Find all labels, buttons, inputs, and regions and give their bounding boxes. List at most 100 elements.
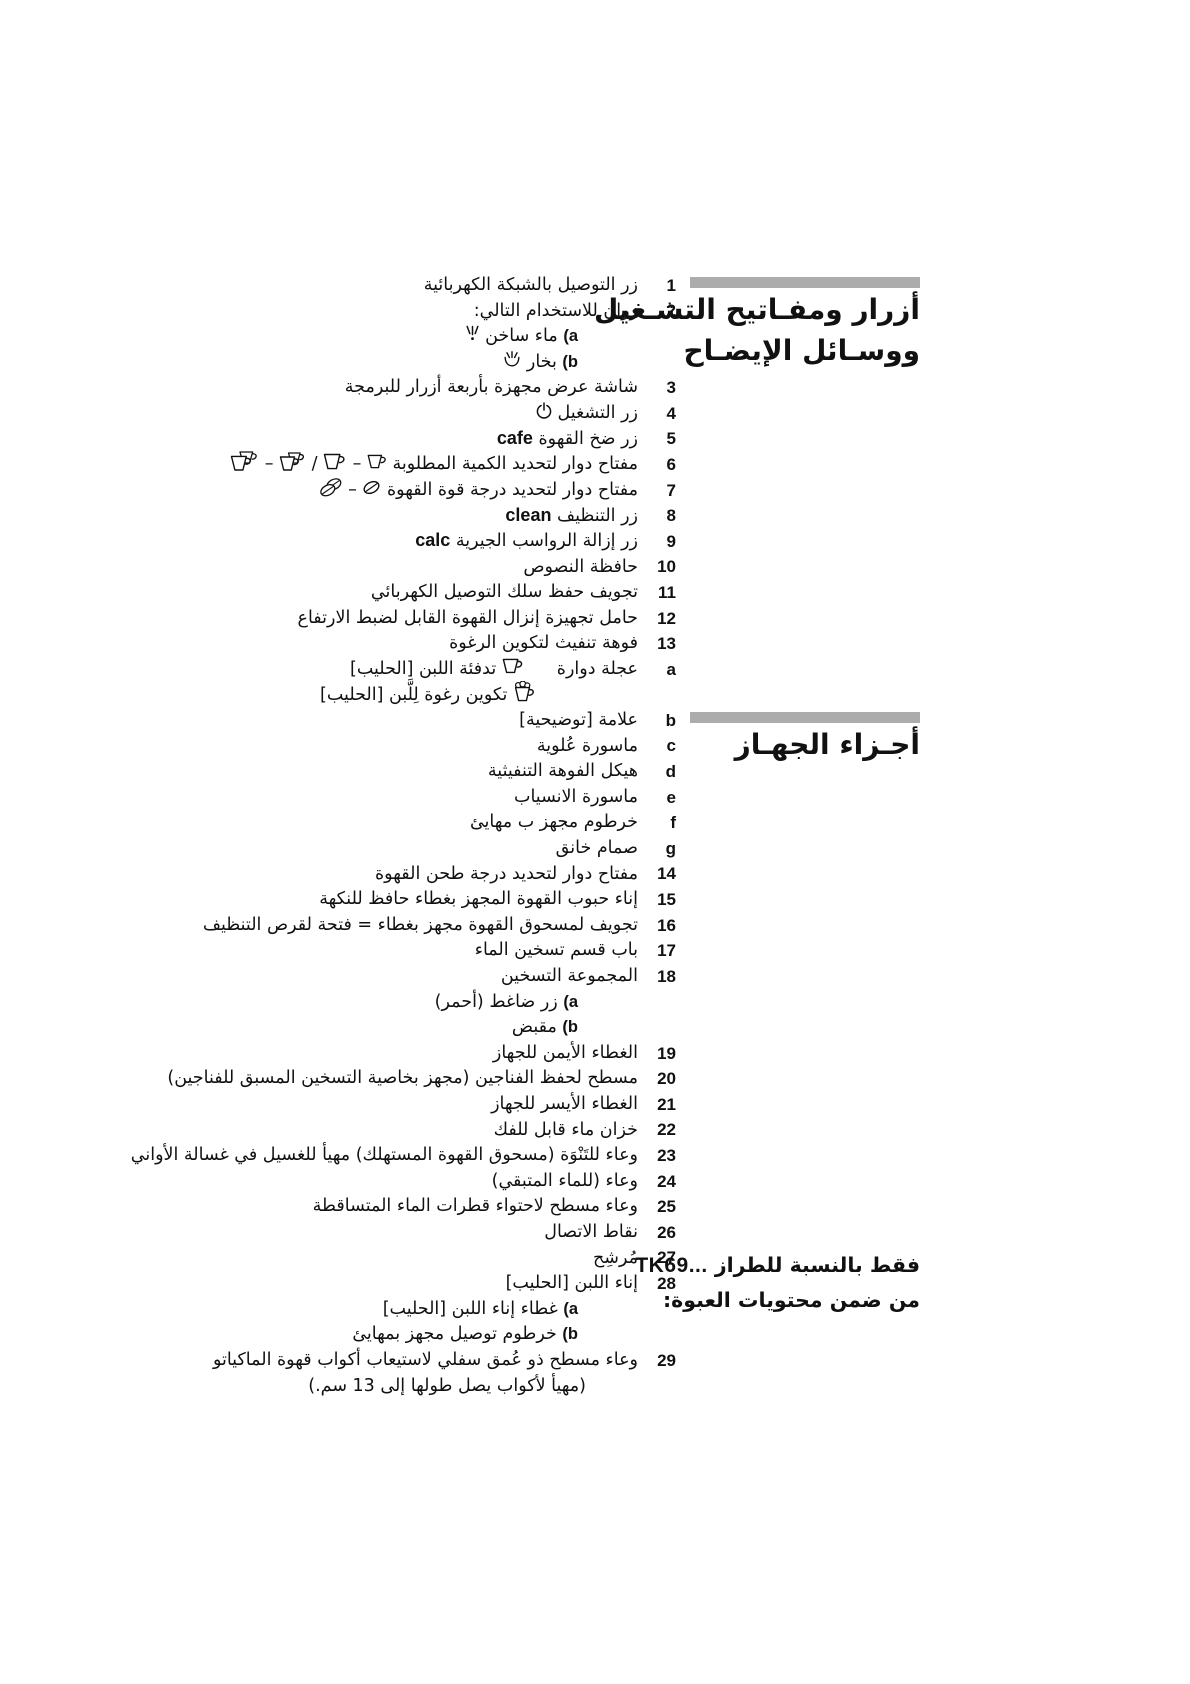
item-label: f — [670, 813, 676, 833]
item-label: 2 — [666, 301, 676, 321]
item-text: مُرشِح — [593, 1247, 638, 1268]
item-text: فوهة تنفيث لتكوين الرغوة — [449, 633, 638, 654]
list-item: c ماسورة عُلوية — [55, 734, 676, 760]
section-divider-bar — [690, 277, 920, 288]
bean-single-icon — [362, 475, 381, 501]
list-item: 8 زر التنظيف clean — [55, 503, 676, 529]
power-icon — [536, 399, 552, 425]
item-text: الغطاء الأيسر للجهاز — [491, 1094, 638, 1114]
sub-item-letter: a) — [563, 992, 578, 1011]
item-text: زر التشغيل — [55, 401, 638, 427]
item-label: 3 — [666, 378, 676, 398]
list-item: 14 مفتاح دوار لتحديد درجة طحن القهوة — [55, 862, 676, 888]
latin-word: calc — [415, 530, 451, 551]
item-text: خرطوم مجهز ب مهايئ — [469, 812, 638, 833]
item-label: 26 — [657, 1222, 676, 1242]
item-text: زر التوصيل بالشبكة الكهربائية — [423, 275, 638, 295]
list-item: 2 زران للاستخدام التالي: — [55, 299, 676, 325]
list-item: 26 نقاط الاتصال — [55, 1220, 676, 1246]
item-text: نقاط الاتصال — [544, 1221, 638, 1242]
list-item: 4 زر التشغيل — [55, 401, 676, 427]
item-text: تكوين رغوة لِلَّبن [الحليب] — [55, 680, 638, 709]
item-label: a — [666, 659, 676, 679]
item-label: 29 — [657, 1350, 676, 1370]
item-label: 21 — [657, 1094, 676, 1114]
item-text: زر ضخ القهوة cafe — [496, 428, 638, 450]
list-item: f خرطوم مجهز ب مهايئ — [55, 810, 676, 836]
list-item: (مهيأ لأكواب يصل طولها إلى 13 سم.) — [55, 1374, 676, 1400]
list-item: 10 حافظة النصوص — [55, 555, 676, 581]
item-text: مفتاح دوار لتحديد درجة قوة القهوة – — [55, 478, 638, 504]
list-item: a) ماء ساخن — [55, 324, 676, 350]
section-title-parts: أجـزاء الجهـاز — [450, 724, 920, 765]
item-text: الغطاء الأيمن للجهاز — [492, 1042, 638, 1063]
item-label: 4 — [666, 403, 676, 423]
bean-double-icon — [319, 475, 343, 501]
item-label: 17 — [657, 941, 676, 961]
item-text: خزان ماء قابل للفك — [493, 1119, 638, 1140]
item-label: 9 — [666, 531, 676, 551]
item-label: 16 — [657, 915, 676, 935]
list-item: 28 إناء اللبن [الحليب] — [55, 1271, 676, 1297]
item-text: زران للاستخدام التالي: — [473, 300, 638, 321]
list-item: 27 مُرشِح — [55, 1246, 676, 1272]
item-text: وعاء للتَنْوَة (مسحوق القهوة المستهلك) م… — [130, 1145, 638, 1166]
item-text: إناء حبوب القهوة المجهز بغطاء حافظ للنكه… — [319, 889, 638, 910]
item-label: 10 — [657, 557, 676, 577]
section-title-controls: أزرار ومفـاتيح التشـغيل ووسـائل الإيضـاح — [450, 289, 920, 371]
list-item: 17 باب قسم تسخين الماء — [55, 938, 676, 964]
list-item: g صمام خانق — [55, 836, 676, 862]
cup-small-icon — [367, 450, 387, 476]
list-item: d هيكل الفوهة التنفيثية — [55, 759, 676, 785]
item-label: 24 — [657, 1171, 676, 1191]
list-item: 1 زر التوصيل بالشبكة الكهربائية — [55, 273, 676, 299]
sub-item-letter: b) — [562, 352, 578, 371]
model-note-line1: فقط بالنسبة للطراز TK69... — [450, 1248, 920, 1283]
item-label: 11 — [658, 582, 676, 602]
list-item: b) خرطوم توصيل مجهز بمهايئ — [55, 1322, 676, 1348]
item-text: a) ماء ساخن — [55, 324, 638, 350]
list-item: 15 إناء حبوب القهوة المجهز بغطاء حافظ للن… — [55, 887, 676, 913]
list-item: 9 زر إزالة الرواسب الجيرية calc — [55, 529, 676, 555]
item-text: a) غطاء إناء اللبن [الحليب] — [382, 1298, 578, 1319]
item-label: 14 — [657, 864, 676, 884]
item-text: هيكل الفوهة التنفيثية — [487, 761, 638, 782]
item-label: 25 — [657, 1197, 676, 1217]
item-text: صمام خانق — [555, 838, 638, 859]
list-item: 11 تجويف حفظ سلك التوصيل الكهربائي — [55, 580, 676, 606]
list-item: 24 وعاء (للماء المتبقي) — [55, 1169, 676, 1195]
list-item: 20 مسطح لحفظ الفناجين (مجهز بخاصية التسخي… — [55, 1066, 676, 1092]
milk-froth-cup-icon — [513, 680, 538, 706]
list-item: a) زر ضاغط (أحمر) — [55, 990, 676, 1016]
cup-large-icon — [323, 450, 347, 476]
item-label: 8 — [666, 506, 676, 526]
list-item: b) مقبض — [55, 1015, 676, 1041]
list-item: 19 الغطاء الأيمن للجهاز — [55, 1041, 676, 1067]
item-text: عجلة دوارة تدفئة اللبن [الحليب] — [55, 657, 638, 683]
item-label: g — [665, 838, 676, 858]
item-label: 5 — [666, 429, 676, 449]
item-text: إناء اللبن [الحليب] — [505, 1273, 638, 1294]
item-label: 13 — [657, 634, 676, 654]
item-text: تجويف لمسحوق القهوة مجهز بغطاء = فتحة لق… — [202, 914, 638, 935]
item-text: b) بخار — [55, 350, 638, 376]
sub-item-letter: b) — [562, 1325, 578, 1344]
list-item: 29 وعاء مسطح ذو عُمق سفلي لاستيعاب أكواب … — [55, 1348, 676, 1374]
item-label: b — [665, 710, 676, 730]
list-item: 12 حامل تجهيزة إنزال القهوة القابل لضبط ا… — [55, 606, 676, 632]
list-item: 25 وعاء مسطح لاحتواء قطرات الماء المتساقط… — [55, 1194, 676, 1220]
sub-item-letter: a) — [563, 1299, 578, 1318]
list-item: 6 مفتاح دوار لتحديد الكمية المطلوبة – / – — [55, 450, 676, 478]
latin-word: cafe — [496, 428, 533, 449]
hot-water-icon — [465, 322, 480, 348]
item-label: 27 — [657, 1248, 676, 1268]
item-text: علامة [توضيحية] — [519, 710, 638, 731]
list-item: 13 فوهة تنفيث لتكوين الرغوة — [55, 631, 676, 657]
list-item: 22 خزان ماء قابل للفك — [55, 1118, 676, 1144]
item-text: حافظة النصوص — [523, 556, 638, 577]
list-item: 3 شاشة عرض مجهزة بأربعة أزرار للبرمجة — [55, 375, 676, 401]
item-text: (مهيأ لأكواب يصل طولها إلى 13 سم.) — [308, 1375, 586, 1396]
item-text: زر التنظيف clean — [505, 504, 638, 526]
model-note-line2: من ضمن محتويات العبوة: — [662, 1288, 920, 1312]
